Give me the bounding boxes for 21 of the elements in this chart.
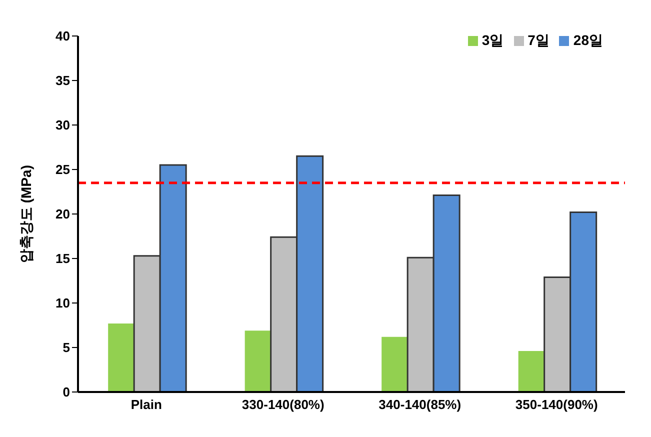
legend-label: 28일 — [573, 32, 603, 48]
bar — [518, 351, 544, 392]
y-tick-label: 20 — [56, 206, 70, 222]
y-tick-label: 15 — [56, 251, 70, 266]
legend-label: 3일 — [482, 32, 504, 48]
x-tick-label: 340-140(85%) — [378, 397, 462, 412]
x-tick-label: Plain — [130, 397, 162, 412]
y-tick-label: 40 — [56, 28, 70, 44]
bar — [108, 323, 134, 392]
y-axis-title: 압축강도 (MPa) — [18, 165, 34, 263]
y-tick-label: 0 — [62, 384, 70, 400]
x-tick-label: 350-140(90%) — [515, 397, 598, 412]
legend-label: 7일 — [528, 32, 550, 48]
y-tick-label: 5 — [62, 340, 70, 356]
y-tick-label: 10 — [56, 296, 70, 311]
x-tick-label: 330-140(80%) — [242, 397, 324, 412]
y-tick-label: 30 — [56, 118, 70, 133]
y-tick-label: 25 — [56, 162, 70, 178]
bar — [244, 330, 271, 392]
bar — [382, 336, 408, 392]
y-tick-label: 35 — [56, 73, 70, 88]
